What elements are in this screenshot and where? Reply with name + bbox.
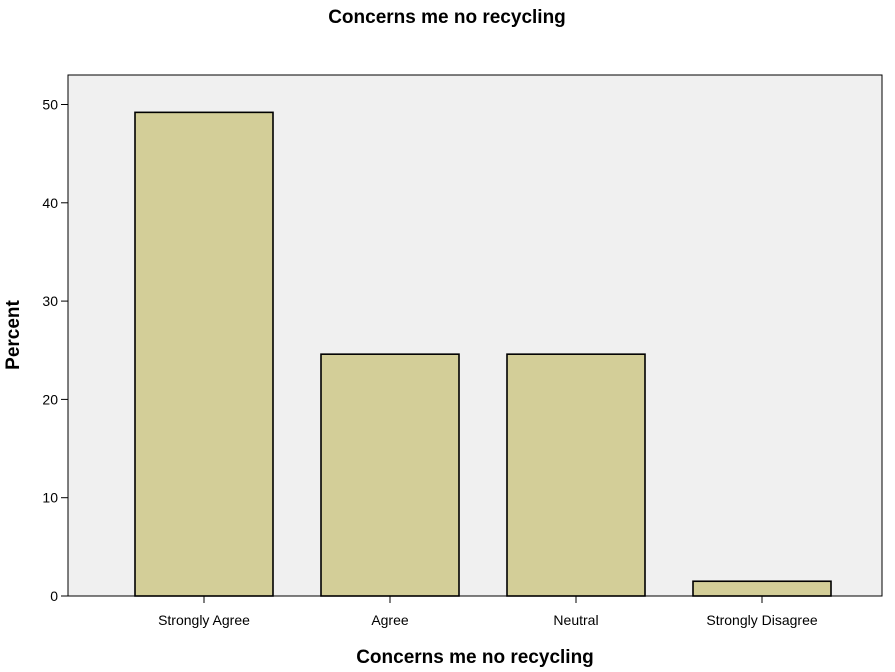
x-tick-label-neutral: Neutral	[553, 612, 598, 628]
y-tick-label-10: 10	[42, 490, 58, 506]
x-axis-label: Concerns me no recycling	[356, 647, 594, 667]
y-tick-label-30: 30	[42, 293, 58, 309]
y-tick-label-40: 40	[42, 195, 58, 211]
bars	[134, 111, 832, 597]
y-axis-label: Percent	[3, 299, 24, 369]
chart-title: Concerns me no recycling	[328, 7, 566, 28]
y-tick-label-20: 20	[42, 391, 58, 407]
x-tick-label-agree: Agree	[371, 612, 409, 628]
y-tick-label-50: 50	[42, 96, 58, 112]
bar-agree	[320, 353, 460, 597]
bar-neutral	[506, 353, 646, 597]
y-axis: 0 10 20 30 40 50	[42, 96, 68, 604]
bar-strongly-agree	[134, 111, 274, 597]
x-tick-label-strongly-disagree: Strongly Disagree	[706, 612, 817, 628]
x-axis: Strongly Agree Agree Neutral Strongly Disag…	[158, 596, 818, 628]
y-tick-label-0: 0	[50, 588, 58, 604]
x-tick-label-strongly-agree: Strongly Agree	[158, 612, 250, 628]
bar-strongly-disagree	[692, 580, 832, 597]
